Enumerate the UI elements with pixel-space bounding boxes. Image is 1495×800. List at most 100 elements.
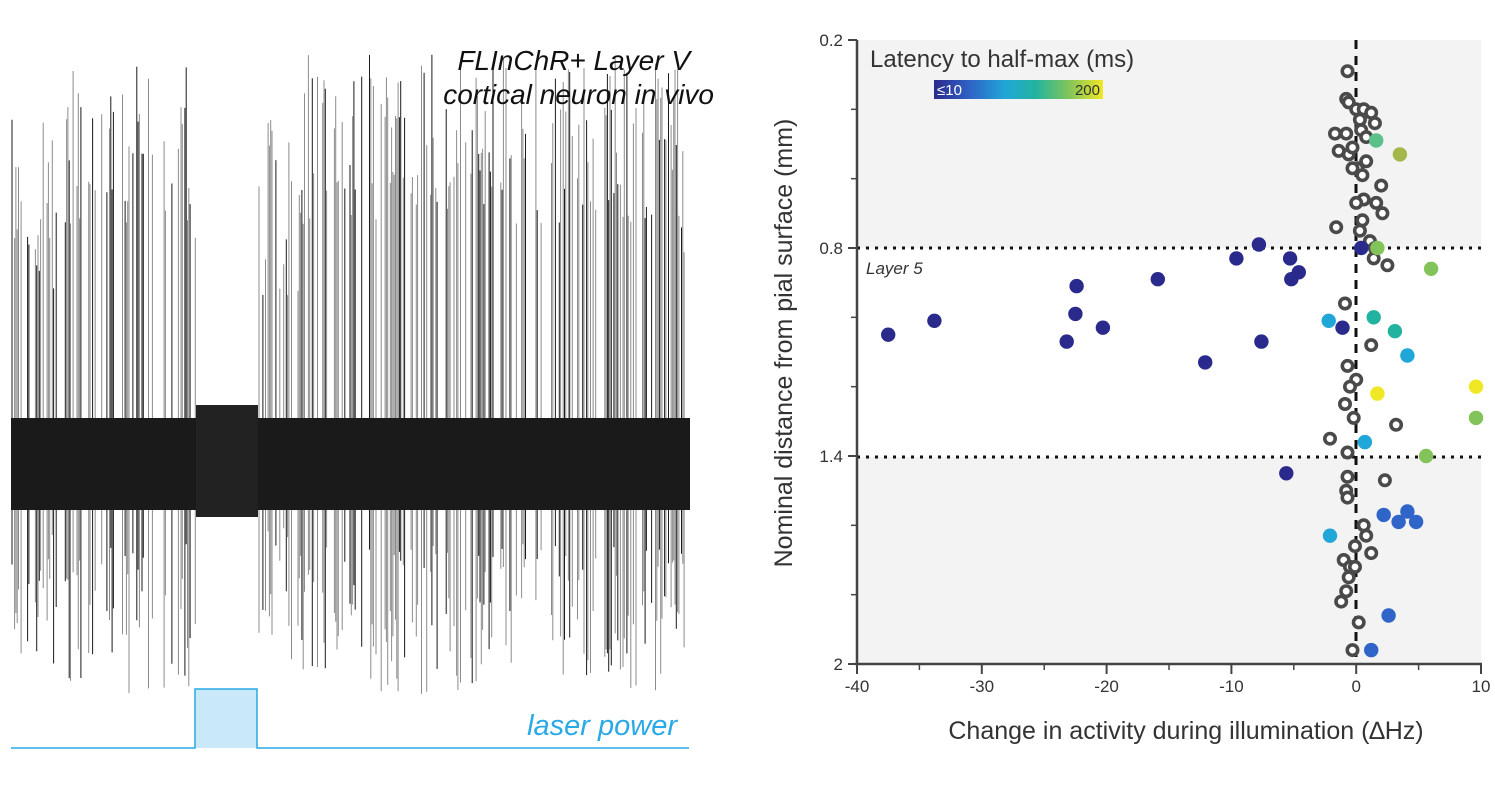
- scatter-point-open: [1389, 417, 1404, 432]
- scatter-point-open: [1340, 64, 1355, 79]
- scatter-point-open: [1352, 223, 1367, 238]
- legend: Latency to half-max (ms) ≤10 200: [870, 46, 1134, 99]
- scatter-point-filled: [1392, 147, 1408, 162]
- scatter-point-filled: [1251, 237, 1267, 252]
- y-tick-label: 2: [834, 655, 843, 674]
- scatter-point-open: [1345, 161, 1360, 176]
- scatter-point-filled: [1370, 240, 1385, 256]
- scatter-point-open: [1334, 594, 1349, 609]
- scatter-point-open: [1340, 358, 1355, 373]
- scatter-point-filled: [881, 327, 896, 342]
- scatter-point-open: [1339, 126, 1354, 141]
- scatter-point-open: [1377, 473, 1392, 488]
- spike-trace: [11, 54, 685, 694]
- scatter-point-filled: [1357, 434, 1373, 450]
- x-axis-ticks: -40 -30 -20 -10 0 10: [845, 664, 1491, 696]
- scatter-point-open: [1338, 396, 1353, 411]
- x-tick-label: 0: [1351, 677, 1360, 696]
- laser-power-label: laser power: [527, 710, 678, 742]
- scatter-point-open: [1340, 445, 1355, 460]
- scatter-point-filled: [1468, 379, 1484, 394]
- left-panel: FLInChR+ Layer V cortical neuron in vivo…: [11, 45, 714, 749]
- y-tick-label: 1.4: [819, 447, 843, 466]
- scatter-point-open: [1345, 643, 1360, 658]
- scatter-point-open: [1359, 528, 1374, 543]
- x-tick-label: -40: [845, 677, 870, 696]
- x-tick-label: 10: [1472, 677, 1491, 696]
- scatter-point-open: [1380, 258, 1395, 273]
- x-axis-title: Change in activity during illumination (…: [948, 717, 1423, 745]
- scatter-point-open: [1355, 168, 1370, 183]
- scatter-point-open: [1343, 379, 1358, 394]
- scatter-point-filled: [1381, 608, 1396, 623]
- scatter-point-open: [1329, 220, 1344, 235]
- scatter-point-filled: [1279, 466, 1294, 481]
- scatter-point-filled: [1095, 320, 1111, 335]
- scatter-point-filled: [1335, 320, 1350, 335]
- legend-title: Latency to half-max (ms): [870, 46, 1134, 73]
- scatter-point-filled: [1321, 313, 1336, 328]
- scatter-point-filled: [1364, 642, 1379, 658]
- y-tick-label: 0.8: [819, 239, 843, 258]
- scatter-point-open: [1375, 206, 1390, 221]
- scatter-point-filled: [1254, 334, 1269, 349]
- scatter-point-filled: [1229, 251, 1244, 266]
- scatter-point-filled: [1366, 310, 1381, 325]
- scatter-point-open: [1351, 615, 1366, 630]
- scatter-point-filled: [1418, 448, 1434, 464]
- scatter-point-filled: [1282, 251, 1298, 266]
- scatter-point-open: [1367, 116, 1382, 131]
- scatter-point-open: [1323, 431, 1338, 446]
- y-axis-ticks: 0.2 0.8 1.4 2: [819, 31, 857, 674]
- legend-colorbar: [934, 80, 1103, 99]
- scatter-point-filled: [1370, 386, 1385, 401]
- scatter-point-open: [1345, 140, 1360, 155]
- scatter-point-filled: [1391, 514, 1406, 530]
- scatter-point-filled: [1400, 348, 1415, 363]
- scatter-point-open: [1341, 570, 1356, 585]
- scatter-point-filled: [1408, 514, 1424, 530]
- scatter-chart: Layer 5 -40 -30 -20 -10 0 10 0.2 0.8 1.4 2 Chang…: [770, 31, 1490, 745]
- x-tick-label: -30: [970, 677, 995, 696]
- scatter-point-open: [1340, 469, 1355, 484]
- x-tick-label: -20: [1094, 677, 1119, 696]
- scatter-point-open: [1346, 410, 1361, 425]
- scatter-point-filled: [1354, 240, 1369, 256]
- silenced-band: [196, 405, 258, 517]
- scatter-point-filled: [1291, 265, 1307, 280]
- scatter-point-filled: [1322, 528, 1338, 543]
- scatter-point-filled: [1198, 355, 1213, 370]
- legend-max-label: 200: [1075, 82, 1100, 99]
- scatter-point-open: [1374, 178, 1389, 193]
- y-axis-title: Nominal distance from pial surface (mm): [770, 119, 798, 568]
- scatter-point-open: [1364, 546, 1379, 561]
- scatter-point-open: [1369, 195, 1384, 210]
- legend-min-label: ≤10: [937, 82, 962, 99]
- scatter-point-filled: [1150, 272, 1166, 287]
- scatter-point-filled: [1423, 261, 1439, 276]
- layer-5-band: [857, 248, 1481, 457]
- scatter-point-filled: [1069, 278, 1084, 294]
- scatter-point-filled: [1376, 507, 1391, 523]
- x-tick-label: -10: [1219, 677, 1244, 696]
- scatter-point-filled: [1059, 334, 1074, 349]
- scatter-point-filled: [1468, 410, 1484, 426]
- scatter-point-filled: [1068, 306, 1083, 322]
- scatter-point-open: [1359, 154, 1374, 169]
- figure-title-line2: cortical neuron in vivo: [443, 79, 714, 110]
- scatter-point-open: [1348, 559, 1363, 574]
- scatter-point-open: [1339, 584, 1354, 599]
- laser-pulse: [195, 689, 257, 748]
- scatter-points: [881, 64, 1484, 658]
- y-tick-label: 0.2: [819, 31, 843, 50]
- scatter-point-open: [1340, 490, 1355, 505]
- scatter-point-filled: [1400, 504, 1415, 519]
- noise-band: [11, 418, 690, 510]
- scatter-point-open: [1328, 126, 1343, 141]
- layer-5-label: Layer 5: [866, 259, 923, 278]
- scatter-point-open: [1348, 539, 1363, 554]
- scatter-point-open: [1349, 195, 1364, 210]
- scatter-point-open: [1338, 296, 1353, 311]
- scatter-point-filled: [1369, 133, 1384, 148]
